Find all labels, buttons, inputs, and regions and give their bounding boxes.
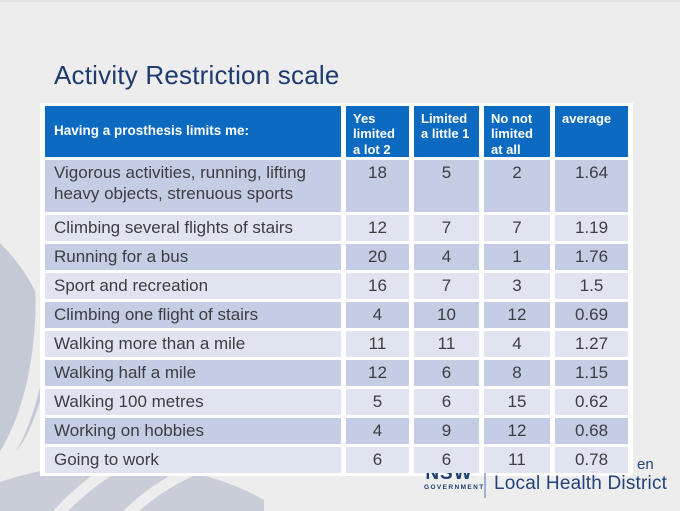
top-edge-strip xyxy=(0,0,680,2)
value-cell: 6 xyxy=(414,388,479,415)
table-row: Climbing several flights of stairs 12 7 … xyxy=(45,214,628,241)
table-row: Sport and recreation 16 7 3 1.5 xyxy=(45,272,628,299)
nsw-government-logo: NSW GOVERNMENT Local Health District xyxy=(424,473,667,498)
value-cell: 11 xyxy=(346,330,409,357)
value-cell: 7 xyxy=(414,272,479,299)
value-cell: 1.19 xyxy=(555,214,628,241)
table-row: Walking more than a mile 11 11 4 1.27 xyxy=(45,330,628,357)
column-header-not-limited: No not limited at all xyxy=(484,106,550,157)
value-cell: 12 xyxy=(484,301,550,328)
value-cell: 2 xyxy=(484,159,550,212)
value-cell: 4 xyxy=(414,243,479,270)
value-cell: 1.15 xyxy=(555,359,628,386)
table-header-row: Having a prosthesis limits me: Yes limit… xyxy=(45,106,628,157)
page-title: Activity Restriction scale xyxy=(54,60,340,90)
value-cell: 8 xyxy=(484,359,550,386)
value-cell: 0.69 xyxy=(555,301,628,328)
row-label-cell: Running for a bus xyxy=(45,243,341,270)
row-label-cell: Walking 100 metres xyxy=(45,388,341,415)
government-label: GOVERNMENT xyxy=(424,484,485,491)
value-cell: 20 xyxy=(346,243,409,270)
value-cell: 15 xyxy=(484,388,550,415)
value-cell: 6 xyxy=(414,359,479,386)
row-label-cell: Walking half a mile xyxy=(45,359,341,386)
value-cell: 5 xyxy=(346,388,409,415)
row-label-cell: Working on hobbies xyxy=(45,417,341,444)
column-header-average: average xyxy=(555,106,628,157)
row-label-cell: Going to work xyxy=(45,446,341,473)
value-cell: 3 xyxy=(484,272,550,299)
value-cell: 6 xyxy=(346,446,409,473)
value-cell: 1.27 xyxy=(555,330,628,357)
value-cell: 12 xyxy=(346,214,409,241)
row-label-cell: Climbing one flight of stairs xyxy=(45,301,341,328)
value-cell: 12 xyxy=(484,417,550,444)
column-header-row-label: Having a prosthesis limits me: xyxy=(45,106,341,157)
table-row: Going to work 6 6 11 0.78 xyxy=(45,446,628,473)
local-health-district-label: Local Health District xyxy=(494,473,668,494)
nsw-logo-mark: NSW GOVERNMENT xyxy=(424,473,485,491)
table-row: Running for a bus 20 4 1 1.76 xyxy=(45,243,628,270)
nsw-wordmark-icon: NSW xyxy=(424,473,474,483)
cropped-text-fragment: en xyxy=(637,456,654,473)
value-cell: 4 xyxy=(346,417,409,444)
logo-divider xyxy=(484,473,486,498)
value-cell: 1.5 xyxy=(555,272,628,299)
table-row: Walking half a mile 12 6 8 1.15 xyxy=(45,359,628,386)
column-header-yes-limited: Yes limited a lot 2 xyxy=(346,106,409,157)
value-cell: 1 xyxy=(484,243,550,270)
value-cell: 10 xyxy=(414,301,479,328)
value-cell: 1.76 xyxy=(555,243,628,270)
value-cell: 18 xyxy=(346,159,409,212)
value-cell: 12 xyxy=(346,359,409,386)
row-label-cell: Vigorous activities, running, lifting he… xyxy=(45,159,341,212)
value-cell: 4 xyxy=(484,330,550,357)
value-cell: 16 xyxy=(346,272,409,299)
value-cell: 11 xyxy=(414,330,479,357)
value-cell: 0.78 xyxy=(555,446,628,473)
value-cell: 4 xyxy=(346,301,409,328)
value-cell: 0.68 xyxy=(555,417,628,444)
value-cell: 0.62 xyxy=(555,388,628,415)
value-cell: 11 xyxy=(484,446,550,473)
value-cell: 6 xyxy=(414,446,479,473)
row-label-cell: Walking more than a mile xyxy=(45,330,341,357)
activity-restriction-table: Having a prosthesis limits me: Yes limit… xyxy=(40,103,633,476)
value-cell: 7 xyxy=(484,214,550,241)
value-cell: 7 xyxy=(414,214,479,241)
value-cell: 9 xyxy=(414,417,479,444)
row-label-cell: Climbing several flights of stairs xyxy=(45,214,341,241)
table-row: Climbing one flight of stairs 4 10 12 0.… xyxy=(45,301,628,328)
column-header-limited-little: Limited a little 1 xyxy=(414,106,479,157)
row-label-cell: Sport and recreation xyxy=(45,272,341,299)
value-cell: 1.64 xyxy=(555,159,628,212)
table-row: Vigorous activities, running, lifting he… xyxy=(45,159,628,212)
value-cell: 5 xyxy=(414,159,479,212)
table-row: Walking 100 metres 5 6 15 0.62 xyxy=(45,388,628,415)
table-row: Working on hobbies 4 9 12 0.68 xyxy=(45,417,628,444)
